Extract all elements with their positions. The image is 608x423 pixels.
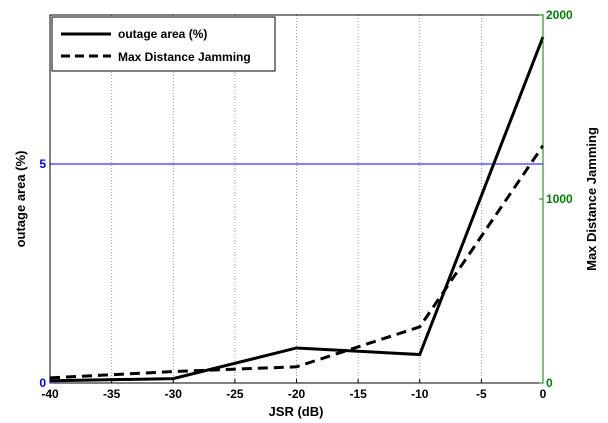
x-tick-label: -30 [165,387,183,401]
legend-box [51,16,276,72]
x-tick-label: -15 [349,387,367,401]
series-lines [49,36,545,383]
legend-label-max-distance-jamming: Max Distance Jamming [118,50,251,64]
grid-lines [50,15,543,383]
legend-label-outage-area: outage area (%) [118,27,207,41]
x-axis-ticks: -40 -35 -30 -25 -20 -15 -10 -5 0 [41,379,547,401]
x-tick-label: 0 [540,387,547,401]
x-tick-label: -20 [288,387,306,401]
y-right-axis-ticks: 0 1000 2000 [539,8,573,390]
x-tick-label: -40 [41,387,59,401]
y-left-tick-label: 0 [39,376,46,390]
y-left-tick-label: 5 [39,157,46,171]
y-right-tick-label: 0 [546,376,553,390]
y-left-axis-title: outage area (%) [13,151,28,248]
y-left-axis-ticks: 05 [39,157,54,390]
y-right-tick-label: 2000 [546,8,573,22]
x-tick-label: -25 [226,387,244,401]
legend: outage area (%) Max Distance Jamming [51,16,276,72]
x-tick-label: -10 [411,387,429,401]
x-tick-label: -35 [103,387,121,401]
series-line-max-distance-jamming [49,144,545,380]
y-right-tick-label: 1000 [546,192,573,206]
y-right-axis-title: Max Distance Jamming [584,127,599,271]
x-axis-title: JSR (dB) [269,404,324,419]
series-line-outage-area [49,36,545,383]
x-tick-label: -5 [476,387,487,401]
